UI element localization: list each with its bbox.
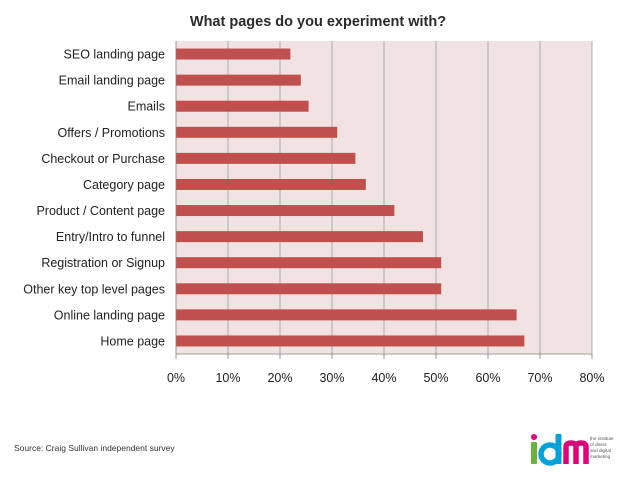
x-tick-label: 10%: [215, 371, 240, 385]
x-tick-label: 60%: [475, 371, 500, 385]
x-tick-label: 0%: [167, 371, 185, 385]
bar: [176, 74, 301, 86]
x-tick-labels: 0% 10% 20% 30% 40% 50% 60% 70% 80%: [167, 371, 605, 385]
category-label: Checkout or Purchase: [41, 152, 165, 166]
svg-text:the institute: the institute: [590, 436, 614, 441]
category-label: Other key top level pages: [23, 282, 165, 296]
x-tick-label: 70%: [527, 371, 552, 385]
gridlines: [175, 41, 593, 359]
bar: [176, 257, 442, 269]
svg-text:of direct: of direct: [590, 442, 607, 447]
x-tick-label: 40%: [371, 371, 396, 385]
source-note: Source: Craig Sullivan independent surve…: [14, 443, 175, 453]
bar: [176, 231, 423, 243]
bar: [176, 126, 338, 138]
category-label: Home page: [100, 334, 165, 348]
category-label: Entry/Intro to funnel: [56, 230, 165, 244]
category-label: Emails: [127, 100, 165, 114]
bar: [176, 335, 525, 347]
x-tick-label: 50%: [423, 371, 448, 385]
bar: [176, 48, 291, 60]
svg-text:and digital: and digital: [590, 448, 611, 453]
chart-title: What pages do you experiment with?: [190, 14, 446, 30]
bar: [176, 178, 366, 190]
category-label: Online landing page: [54, 308, 165, 322]
category-label: Registration or Signup: [41, 256, 165, 270]
category-label: Email landing page: [59, 74, 165, 88]
bar: [176, 205, 395, 217]
idm-logo: the institute of direct and digital mark…: [528, 428, 628, 468]
category-label: Product / Content page: [36, 204, 165, 218]
category-label: SEO landing page: [64, 48, 166, 62]
bar: [176, 283, 442, 295]
bar: [176, 309, 517, 321]
category-label: Category page: [83, 178, 165, 192]
category-label: Offers / Promotions: [58, 126, 165, 140]
svg-text:marketing: marketing: [590, 454, 611, 459]
x-tick-label: 30%: [319, 371, 344, 385]
bars: [176, 48, 525, 347]
x-tick-label: 80%: [579, 371, 604, 385]
x-tick-label: 20%: [267, 371, 292, 385]
category-labels: SEO landing page Email landing page Emails…: [23, 48, 165, 349]
bar: [176, 100, 309, 112]
bar: [176, 152, 356, 164]
